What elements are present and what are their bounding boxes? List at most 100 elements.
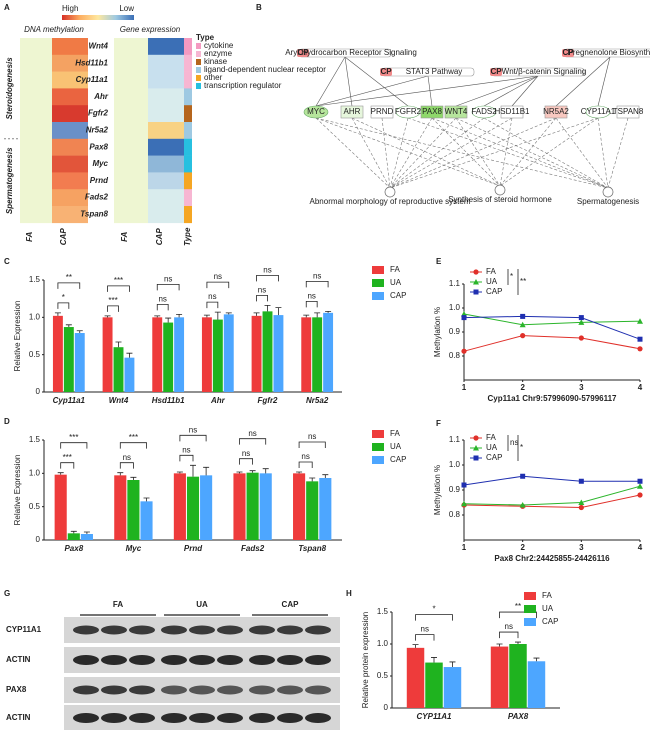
series-line (463, 313, 641, 326)
pathway-tag: CP (562, 48, 574, 57)
gene-label: Pax8 (89, 142, 108, 151)
outcome-edge (555, 117, 609, 189)
gene-label: CYP11A1 (581, 107, 616, 116)
heat-cell (148, 189, 184, 207)
pathway-edge (315, 75, 539, 107)
bar (323, 312, 334, 392)
legend-swatch (524, 592, 536, 600)
blot-band (249, 685, 275, 695)
gene-label: AHR (344, 107, 361, 116)
error-bar (176, 471, 183, 474)
type-cell (184, 138, 192, 156)
outcome-edge (315, 117, 609, 189)
x-tick-label: Myc (126, 544, 142, 553)
outcome-node (384, 186, 396, 198)
bar (173, 473, 186, 540)
x-tick-label: 4 (638, 543, 643, 552)
significance-label: *** (63, 453, 72, 462)
x-tick-label: 2 (520, 383, 525, 392)
legend-label: UA (390, 442, 402, 451)
bar (509, 644, 527, 708)
bar (443, 667, 462, 708)
pathway-label: STAT3 Pathway (406, 67, 463, 76)
bar (74, 333, 85, 392)
type-name: ligand-dependent nuclear receptor (204, 65, 326, 74)
marker (637, 492, 643, 498)
pathway-edge (555, 56, 611, 107)
x-tick-label: Tspan8 (298, 544, 326, 553)
significance-label: ns (164, 274, 172, 283)
marker (637, 478, 643, 484)
type-name: other (204, 73, 223, 82)
outcome-edge (351, 117, 391, 189)
outcome-edge (389, 117, 485, 189)
outcome-edge (431, 117, 501, 187)
type-cell (184, 155, 192, 173)
blot-band (217, 625, 243, 635)
column-label: Type (183, 227, 192, 246)
outcome-edge (431, 117, 609, 189)
error-bar (412, 644, 419, 648)
y-tick-label: 1.0 (29, 468, 41, 477)
marker (578, 315, 584, 321)
bar (152, 317, 163, 392)
blot-band (277, 685, 303, 695)
blot-band (189, 685, 215, 695)
panel-label: G (4, 589, 10, 598)
marker (578, 335, 584, 341)
significance-label: ** (515, 602, 521, 611)
section-title: Gene expression (120, 25, 181, 34)
error-bar (143, 497, 150, 502)
x-tick-label: 1 (462, 383, 467, 392)
heat-cell (52, 138, 88, 156)
marker (578, 319, 585, 325)
y-tick-label: 0.9 (449, 327, 461, 336)
legend-label: FA (390, 429, 400, 438)
heat-cell (52, 172, 88, 190)
x-tick-label: Prnd (184, 544, 203, 553)
type-name: transcription regulator (204, 81, 282, 90)
y-tick-label: 1.0 (449, 460, 461, 469)
series-line (463, 494, 641, 509)
error-bar (176, 313, 183, 318)
outcome-node (494, 184, 506, 196)
error-bar (314, 312, 321, 318)
outcome-edge (315, 117, 501, 187)
pathway-label: Pregnenolone Biosynthesis (568, 48, 650, 57)
blot-band (217, 713, 243, 723)
type-swatch (196, 51, 201, 57)
significance-label: * (510, 272, 513, 281)
error-bar (249, 470, 256, 473)
marker (473, 269, 479, 275)
marker (637, 318, 643, 324)
blot-band (73, 655, 99, 665)
heat-cell (114, 54, 148, 72)
marker (473, 289, 479, 295)
heat-cell (148, 172, 184, 190)
error-bar (83, 531, 90, 534)
marker (519, 502, 526, 508)
bar (212, 319, 223, 392)
blot-band (73, 625, 99, 635)
legend-label: UA (390, 278, 402, 287)
heat-cell (20, 172, 52, 190)
blot-row-label: ACTIN (6, 713, 31, 722)
gene-node (616, 105, 640, 119)
marker (473, 435, 479, 441)
x-axis-label: Cyp11a1 Chr9:57996090-57996117 (488, 394, 618, 403)
panel-label: C (4, 257, 10, 266)
y-axis-label: Relative Expression (13, 455, 22, 526)
series-line (463, 315, 641, 340)
bar (319, 478, 332, 540)
error-bar (126, 352, 133, 358)
type-name: enzyme (204, 49, 233, 58)
error-bar (515, 641, 521, 644)
significance-label: ns (214, 272, 222, 281)
y-tick-label: 0.5 (29, 502, 41, 511)
significance-label: ns (182, 445, 190, 454)
y-tick-label: 1.5 (29, 275, 41, 284)
heat-cell (20, 88, 52, 106)
heat-cell (114, 88, 148, 106)
gene-label: PRND (371, 107, 394, 116)
error-bar (496, 643, 503, 647)
